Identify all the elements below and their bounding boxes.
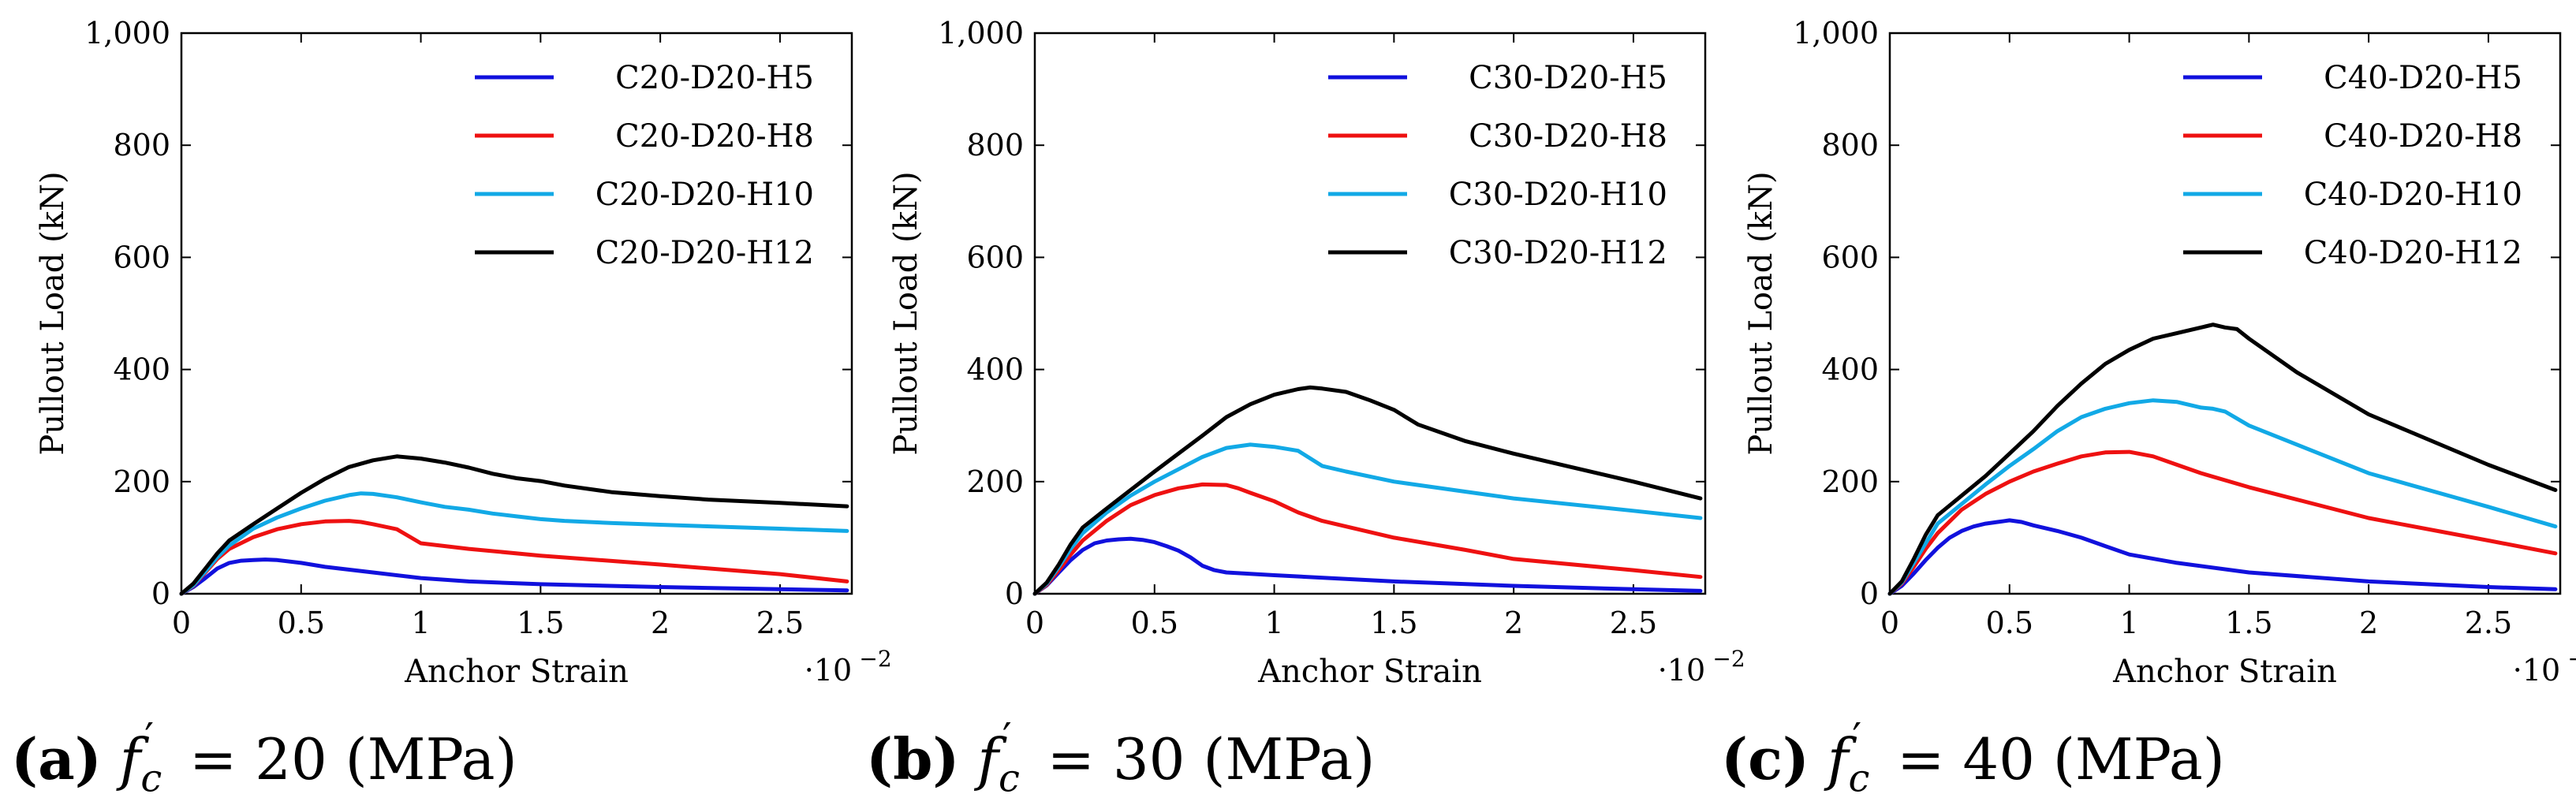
x-tick-label-b-5: 2.5: [1610, 606, 1657, 640]
x-tick-label-a-2: 1: [411, 606, 430, 640]
x-tick-label-b-4: 2: [1504, 606, 1523, 640]
x-multiplier-b: ·10: [1658, 653, 1705, 688]
y-axis-label-a: Pullout Load (kN): [35, 171, 71, 455]
legend-label-b-0: C30-D20-H5: [1469, 60, 1667, 96]
x-axis-label-a: Anchor Strain: [404, 654, 629, 690]
legend-label-a-2: C20-D20-H10: [595, 177, 814, 213]
legend-label-a-3: C20-D20-H12: [595, 235, 814, 271]
y-tick-label-a-3: 600: [113, 240, 170, 274]
y-tick-label-a-5: 1,000: [84, 16, 170, 50]
x-tick-label-a-3: 1.5: [517, 606, 564, 640]
legend-c: C40-D20-H5 C40-D20-H8 C40-D20-H10 C40-D20-H…: [2183, 60, 2522, 271]
plot-frame-c: [1888, 32, 2562, 595]
x-axis-label-c: Anchor Strain: [2112, 654, 2337, 690]
x-tick-label-c-3: 1.5: [2225, 606, 2272, 640]
caption-c-symbol: f: [1827, 726, 1849, 792]
caption-a-prime: ′: [144, 715, 155, 762]
legend-label-b-3: C30-D20-H12: [1449, 235, 1667, 271]
legend-label-a-0: C20-D20-H5: [615, 60, 814, 96]
x-tick-label-b-3: 1.5: [1370, 606, 1417, 640]
plot-frame-a: [180, 32, 853, 595]
chart-c: 0 0.5 1 1.5 2 2.5 0 200 400 600 800 1,000 Anchor Str…: [1743, 16, 2576, 690]
caption-b-prime: ′: [1002, 715, 1012, 762]
caption-c: (c) fc′ = 40 (MPa): [1721, 715, 2225, 801]
series-line-c-c40-d20-h5: [1887, 518, 2558, 596]
x-tick-label-b-0: 0: [1025, 606, 1044, 640]
y-tick-label-a-4: 800: [113, 128, 170, 162]
caption-a-value: = 20 (MPa): [189, 726, 517, 792]
x-tick-label-b-1: 0.5: [1131, 606, 1178, 640]
y-axis-label-b: Pullout Load (kN): [888, 171, 924, 455]
y-tick-label-a-2: 400: [113, 352, 170, 387]
x-axis-label-b: Anchor Strain: [1257, 654, 1482, 690]
legend-label-c-1: C40-D20-H8: [2324, 118, 2522, 155]
caption-c-letter: (c): [1721, 725, 1809, 792]
legend-a: C20-D20-H5 C20-D20-H8 C20-D20-H10 C20-D20-H…: [475, 60, 814, 271]
x-tick-label-a-4: 2: [651, 606, 670, 640]
x-multiplier-a: ·10: [805, 653, 852, 688]
x-multiplier-exp-a: −2: [859, 646, 891, 672]
x-tick-label-c-0: 0: [1880, 606, 1899, 640]
series-line-c-c40-d20-h10: [1887, 398, 2558, 596]
caption-b: (b) fc′ = 30 (MPa): [866, 715, 1376, 801]
y-tick-label-a-1: 200: [113, 464, 170, 499]
caption-c-subscript: c: [1848, 756, 1870, 801]
legend-label-b-1: C30-D20-H8: [1469, 118, 1667, 155]
series-line-c-c40-d20-h12: [1887, 322, 2558, 596]
caption-b-value: = 30 (MPa): [1047, 726, 1376, 792]
x-multiplier-exp-c: −2: [2567, 646, 2576, 672]
legend-label-b-2: C30-D20-H10: [1449, 177, 1667, 213]
x-tick-label-a-0: 0: [172, 606, 191, 640]
series-line-a-c20-d20-h12: [179, 454, 849, 596]
series-line-a-c20-d20-h10: [179, 491, 849, 596]
y-tick-label-c-0: 0: [1860, 576, 1879, 611]
x-tick-label-c-1: 0.5: [1986, 606, 2033, 640]
legend-b: C30-D20-H5 C30-D20-H8 C30-D20-H10 C30-D20-H…: [1328, 60, 1667, 271]
caption-b-symbol: f: [977, 726, 999, 792]
series-line-b-c30-d20-h8: [1032, 482, 1703, 596]
legend-label-a-1: C20-D20-H8: [615, 118, 814, 155]
x-tick-label-b-2: 1: [1264, 606, 1283, 640]
caption-b-subscript: c: [999, 756, 1020, 801]
series-line-c-c40-d20-h8: [1887, 449, 2558, 596]
caption-a-letter: (a): [11, 725, 102, 792]
y-tick-label-c-1: 200: [1821, 464, 1879, 499]
y-tick-label-b-3: 600: [966, 240, 1024, 274]
y-tick-label-b-5: 1,000: [938, 16, 1024, 50]
y-axis-label-c: Pullout Load (kN): [1743, 171, 1779, 455]
legend-label-c-3: C40-D20-H12: [2304, 235, 2522, 271]
x-tick-label-a-1: 0.5: [278, 606, 325, 640]
y-tick-label-b-2: 400: [966, 352, 1024, 387]
y-tick-label-c-5: 1,000: [1793, 16, 1879, 50]
y-tick-label-a-0: 0: [151, 576, 170, 611]
x-multiplier-exp-b: −2: [1712, 646, 1745, 672]
chart-a: 0 0.5 1 1.5 2 2.5 0 200 400 600 800 1,000 Anchor Str…: [35, 16, 892, 690]
caption-c-prime: ′: [1852, 715, 1862, 762]
series-line-b-c30-d20-h12: [1032, 385, 1703, 596]
caption-a: (a) fc′ = 20 (MPa): [11, 715, 517, 801]
y-tick-label-b-4: 800: [966, 128, 1024, 162]
x-tick-label-a-5: 2.5: [756, 606, 804, 640]
caption-a-symbol: f: [119, 726, 141, 792]
series-line-b-c30-d20-h5: [1032, 536, 1703, 596]
y-tick-label-c-3: 600: [1821, 240, 1879, 274]
x-tick-label-c-5: 2.5: [2465, 606, 2512, 640]
y-tick-label-b-1: 200: [966, 464, 1024, 499]
y-tick-label-c-4: 800: [1821, 128, 1879, 162]
legend-label-c-2: C40-D20-H10: [2304, 177, 2522, 213]
caption-c-value: = 40 (MPa): [1897, 726, 2225, 792]
caption-b-letter: (b): [866, 725, 960, 792]
y-tick-label-b-0: 0: [1005, 576, 1024, 611]
plot-frame-b: [1033, 32, 1707, 595]
x-tick-label-c-4: 2: [2359, 606, 2378, 640]
series-line-a-c20-d20-h5: [179, 557, 849, 596]
chart-b: 0 0.5 1 1.5 2 2.5 0 200 400 600 800 1,000 Anchor Str…: [888, 16, 1745, 690]
x-tick-label-c-2: 1: [2119, 606, 2138, 640]
y-tick-label-c-2: 400: [1821, 352, 1879, 387]
caption-a-subscript: c: [140, 756, 162, 801]
series-line-b-c30-d20-h10: [1032, 442, 1703, 596]
x-multiplier-c: ·10: [2513, 653, 2560, 688]
legend-label-c-0: C40-D20-H5: [2324, 60, 2522, 96]
